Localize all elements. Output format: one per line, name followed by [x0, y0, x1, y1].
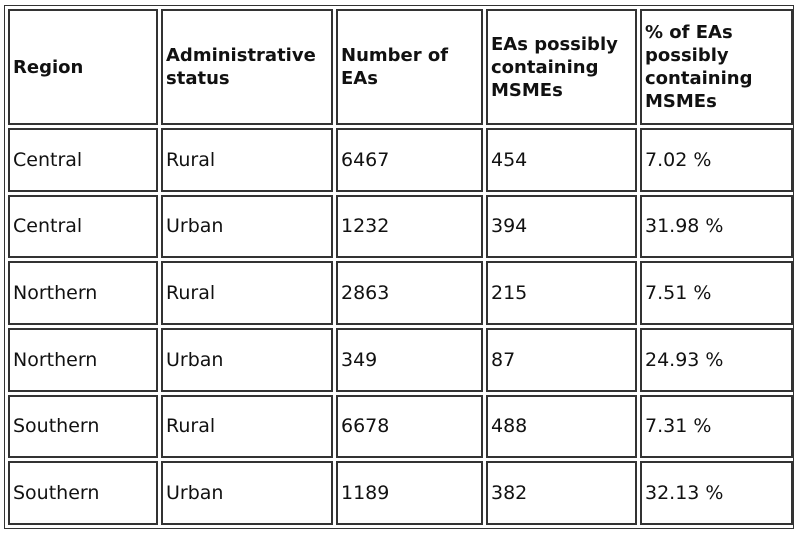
table-row: Central Rural 6467 454 7.02 %	[8, 128, 793, 192]
table-cell: Urban	[161, 194, 333, 259]
table-cell: 24.93 %	[640, 327, 793, 392]
table-cell: 454	[486, 128, 637, 192]
table-cell: Urban	[161, 461, 333, 525]
table-cell: 7.51 %	[640, 261, 793, 325]
table-cell: 394	[486, 194, 637, 259]
table-cell: 2863	[336, 261, 483, 325]
header-cell: Region	[8, 9, 158, 125]
table-cell: 6678	[336, 394, 483, 459]
table-row: Northern Rural 2863 215 7.51 %	[8, 261, 793, 325]
header-cell: Number of EAs	[336, 9, 483, 125]
table-cell: Rural	[161, 394, 333, 459]
table-header: Region Administrative status Number of EAs…	[8, 9, 793, 125]
header-cell: EAs possibly containing MSMEs	[486, 9, 637, 125]
table-cell: 1232	[336, 194, 483, 259]
header-cell: Administrative status	[161, 9, 333, 125]
table-cell: 7.02 %	[640, 128, 793, 192]
header-row: Region Administrative status Number of EAs…	[8, 9, 793, 125]
table-cell: 488	[486, 394, 637, 459]
table-cell: 349	[336, 327, 483, 392]
table-cell: 7.31 %	[640, 394, 793, 459]
table-cell: 87	[486, 327, 637, 392]
table-cell: Southern	[8, 394, 158, 459]
table-cell: 382	[486, 461, 637, 525]
table-row: Southern Rural 6678 488 7.31 %	[8, 394, 793, 459]
table-body: Central Rural 6467 454 7.02 % Central Urban 123…	[8, 128, 793, 525]
table-cell: Central	[8, 194, 158, 259]
table-cell: Northern	[8, 261, 158, 325]
table-cell: Rural	[161, 128, 333, 192]
table-cell: Rural	[161, 261, 333, 325]
table-cell: Northern	[8, 327, 158, 392]
table-cell: 6467	[336, 128, 483, 192]
table-cell: Central	[8, 128, 158, 192]
table-cell: 32.13 %	[640, 461, 793, 525]
table-row: Northern Urban 349 87 24.93 %	[8, 327, 793, 392]
header-cell: % of EAs possibly containing MSMEs	[640, 9, 793, 125]
table-cell: 1189	[336, 461, 483, 525]
table-cell: Urban	[161, 327, 333, 392]
data-table: Region Administrative status Number of EAs…	[5, 6, 796, 528]
table-row: Central Urban 1232 394 31.98 %	[8, 194, 793, 259]
table-cell: 31.98 %	[640, 194, 793, 259]
table-row: Southern Urban 1189 382 32.13 %	[8, 461, 793, 525]
table-cell: 215	[486, 261, 637, 325]
table-cell: Southern	[8, 461, 158, 525]
table-frame: Region Administrative status Number of EAs…	[4, 5, 794, 529]
